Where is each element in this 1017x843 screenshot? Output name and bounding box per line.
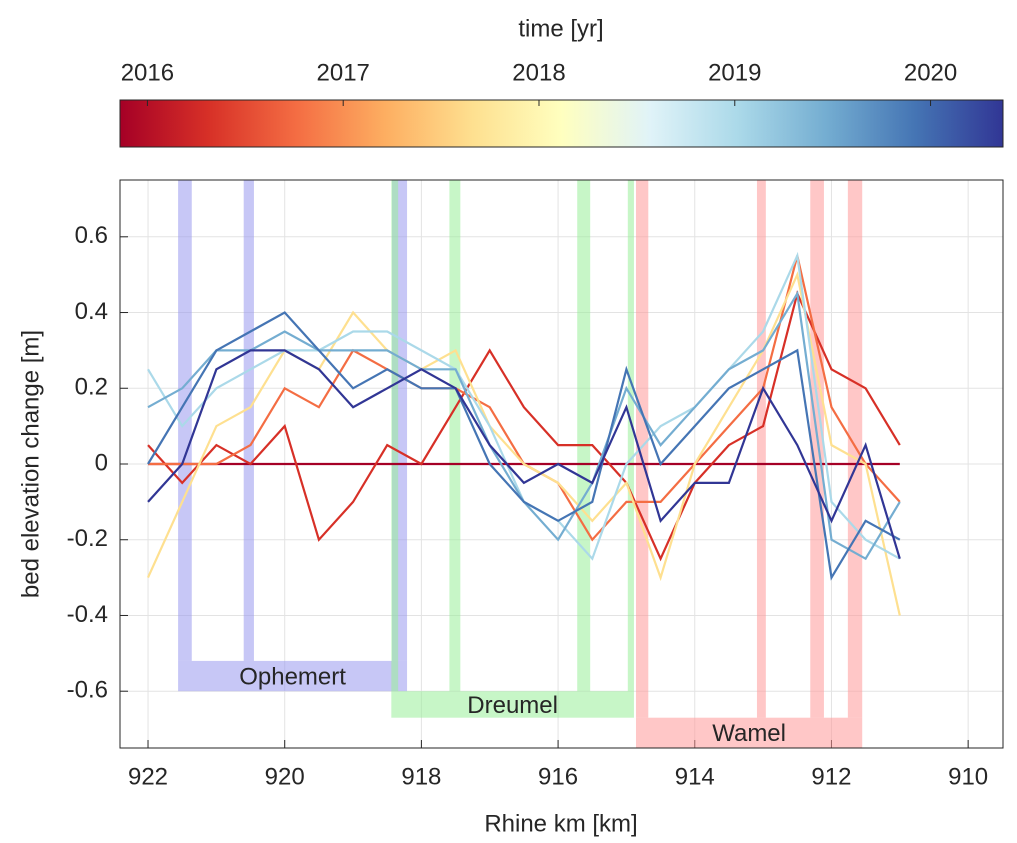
region-band (627, 180, 634, 692)
region-band (391, 180, 399, 692)
series-line (147, 349, 901, 560)
region-span (391, 691, 634, 718)
region-band (243, 180, 254, 661)
colorbar-tick-label: 2020 (904, 59, 957, 86)
x-axis-label: Rhine km [km] (484, 810, 637, 837)
y-tick-label: -0.2 (67, 525, 108, 552)
region-label: Ophemert (239, 663, 346, 690)
colorbar-tick-label: 2019 (708, 59, 761, 86)
region-band (178, 180, 192, 661)
colorbar-tick-label: 2018 (512, 59, 565, 86)
x-tick-label: 918 (401, 763, 441, 790)
region-band (577, 180, 591, 692)
y-tick-label: 0.6 (75, 222, 108, 249)
colorbar-tick-label: 2017 (317, 59, 370, 86)
colorbar (119, 99, 1004, 148)
region-band (810, 180, 824, 718)
x-tick-label: 920 (265, 763, 305, 790)
region-band (847, 180, 863, 718)
x-tick-label: 910 (948, 763, 988, 790)
x-tick-label: 914 (675, 763, 715, 790)
region-band (449, 180, 461, 692)
region-span (635, 717, 863, 748)
region-band (756, 180, 766, 718)
y-axis-label: bed elevation change [m] (17, 330, 44, 598)
series-line (147, 311, 901, 581)
region-span (178, 660, 408, 692)
y-tick-label: 0 (95, 449, 108, 476)
series-line (147, 290, 901, 562)
region-label: Wamel (712, 720, 786, 747)
x-tick-label: 916 (538, 763, 578, 790)
region-band (635, 180, 649, 718)
y-tick-label: 0.4 (75, 298, 108, 325)
y-tick-label: 0.2 (75, 374, 108, 401)
y-tick-label: -0.6 (67, 677, 108, 704)
x-tick-label: 922 (128, 763, 168, 790)
y-tick-label: -0.4 (67, 601, 108, 628)
x-tick-label: 912 (811, 763, 851, 790)
region-label: Dreumel (467, 692, 558, 719)
series-line (146, 271, 901, 616)
colorbar-tick-label: 2016 (121, 59, 174, 86)
plot-frame (119, 179, 1004, 749)
colorbar-label: time [yr] (518, 15, 603, 42)
